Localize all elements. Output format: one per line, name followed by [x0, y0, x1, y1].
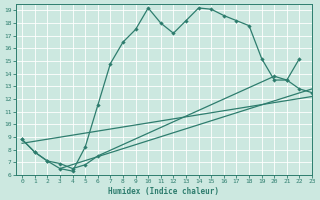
X-axis label: Humidex (Indice chaleur): Humidex (Indice chaleur)	[108, 187, 220, 196]
